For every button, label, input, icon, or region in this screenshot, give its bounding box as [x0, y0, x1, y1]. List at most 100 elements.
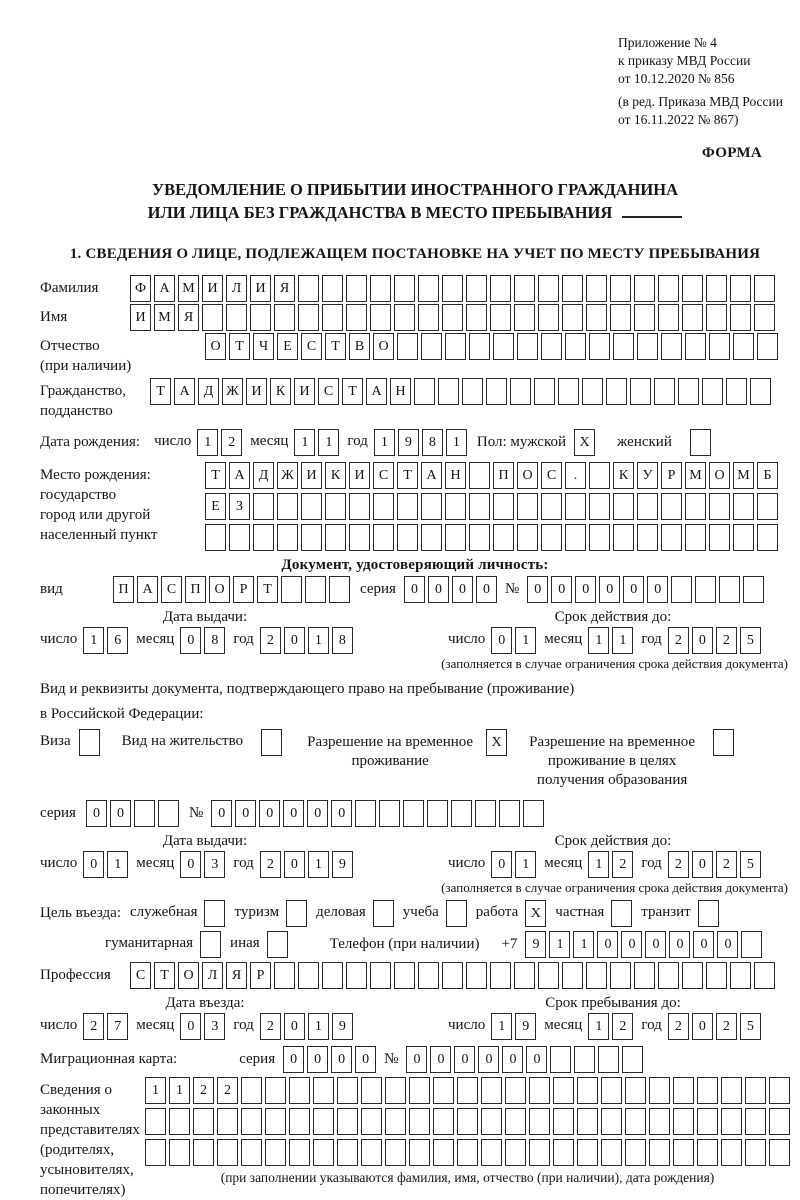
char-cell[interactable]	[538, 962, 559, 990]
char-cell[interactable]: П	[113, 576, 134, 604]
char-cell[interactable]: X	[486, 729, 508, 757]
char-cell[interactable]	[337, 1077, 358, 1105]
char-cell[interactable]	[661, 493, 682, 521]
char-cell[interactable]	[418, 304, 439, 332]
char-cell[interactable]: 1	[169, 1077, 190, 1105]
char-cell[interactable]: А	[154, 275, 175, 303]
char-cell[interactable]	[601, 1077, 622, 1105]
char-cell[interactable]	[514, 962, 535, 990]
char-cell[interactable]: 0	[307, 800, 329, 828]
char-cell[interactable]	[574, 1046, 596, 1074]
char-cell[interactable]: К	[613, 462, 634, 490]
char-cell[interactable]: 0	[454, 1046, 476, 1074]
char-cell[interactable]: К	[270, 378, 291, 406]
char-cell[interactable]	[750, 378, 771, 406]
char-cell[interactable]	[719, 576, 741, 604]
char-cell[interactable]: С	[318, 378, 339, 406]
char-cell[interactable]: Р	[250, 962, 271, 990]
char-cell[interactable]	[481, 1139, 502, 1167]
char-cell[interactable]	[517, 524, 538, 552]
char-cell[interactable]: 2	[259, 1013, 281, 1041]
char-cell[interactable]: 0	[597, 931, 619, 959]
char-cell[interactable]	[726, 378, 747, 406]
char-cell[interactable]	[589, 462, 610, 490]
char-cell[interactable]: 2	[667, 851, 689, 879]
char-cell[interactable]: 2	[259, 627, 281, 655]
char-cell[interactable]	[370, 962, 391, 990]
char-cell[interactable]: Т	[257, 576, 278, 604]
char-cell[interactable]	[634, 275, 655, 303]
char-cell[interactable]	[277, 524, 298, 552]
char-cell[interactable]: 0	[180, 851, 202, 879]
char-cell[interactable]: 2	[667, 1013, 689, 1041]
char-cell[interactable]	[490, 962, 511, 990]
char-cell[interactable]: 5	[739, 1013, 761, 1041]
char-cell[interactable]	[403, 800, 425, 828]
char-cell[interactable]: 3	[204, 1013, 226, 1041]
char-cell[interactable]	[733, 333, 754, 361]
char-cell[interactable]	[372, 900, 394, 928]
char-cell[interactable]	[730, 275, 751, 303]
char-cell[interactable]	[499, 800, 521, 828]
char-cell[interactable]: 2	[715, 1013, 737, 1041]
char-cell[interactable]	[586, 304, 607, 332]
char-cell[interactable]	[673, 1108, 694, 1136]
char-cell[interactable]: С	[541, 462, 562, 490]
char-cell[interactable]: 0	[551, 576, 573, 604]
char-cell[interactable]	[529, 1108, 550, 1136]
char-cell[interactable]: 6	[107, 627, 129, 655]
char-cell[interactable]	[769, 1077, 790, 1105]
char-cell[interactable]	[274, 962, 295, 990]
char-cell[interactable]	[553, 1139, 574, 1167]
char-cell[interactable]: И	[250, 275, 271, 303]
char-cell[interactable]	[517, 333, 538, 361]
char-cell[interactable]	[289, 1077, 310, 1105]
char-cell[interactable]	[697, 1139, 718, 1167]
char-cell[interactable]: 1	[588, 851, 610, 879]
char-cell[interactable]: 0	[85, 800, 107, 828]
char-cell[interactable]: М	[685, 462, 706, 490]
char-cell[interactable]: 9	[515, 1013, 537, 1041]
char-cell[interactable]: 1	[573, 931, 595, 959]
char-cell[interactable]	[337, 1139, 358, 1167]
char-cell[interactable]: И	[202, 275, 223, 303]
char-cell[interactable]	[274, 304, 295, 332]
char-cell[interactable]	[329, 576, 350, 604]
char-cell[interactable]: X	[574, 429, 596, 457]
char-cell[interactable]	[397, 333, 418, 361]
char-cell[interactable]	[661, 333, 682, 361]
char-cell[interactable]: Я	[274, 275, 295, 303]
char-cell[interactable]	[253, 493, 274, 521]
char-cell[interactable]	[538, 304, 559, 332]
char-cell[interactable]	[637, 333, 658, 361]
char-cell[interactable]	[469, 462, 490, 490]
char-cell[interactable]	[226, 304, 247, 332]
char-cell[interactable]: 1	[294, 429, 316, 457]
char-cell[interactable]: 0	[109, 800, 131, 828]
char-cell[interactable]	[610, 304, 631, 332]
char-cell[interactable]: 9	[397, 429, 419, 457]
char-cell[interactable]	[409, 1108, 430, 1136]
char-cell[interactable]: 1	[515, 627, 537, 655]
char-cell[interactable]: 8	[331, 627, 353, 655]
char-cell[interactable]	[313, 1108, 334, 1136]
char-cell[interactable]	[241, 1108, 262, 1136]
char-cell[interactable]	[301, 524, 322, 552]
char-cell[interactable]: Р	[233, 576, 254, 604]
char-cell[interactable]	[442, 304, 463, 332]
char-cell[interactable]	[523, 800, 545, 828]
char-cell[interactable]	[702, 378, 723, 406]
char-cell[interactable]	[322, 275, 343, 303]
char-cell[interactable]	[394, 304, 415, 332]
char-cell[interactable]	[266, 931, 288, 959]
char-cell[interactable]	[469, 333, 490, 361]
char-cell[interactable]	[457, 1077, 478, 1105]
char-cell[interactable]: 0	[599, 576, 621, 604]
char-cell[interactable]	[529, 1139, 550, 1167]
char-cell[interactable]	[505, 1108, 526, 1136]
char-cell[interactable]: 2	[612, 1013, 634, 1041]
char-cell[interactable]	[577, 1077, 598, 1105]
char-cell[interactable]	[658, 962, 679, 990]
char-cell[interactable]	[451, 800, 473, 828]
char-cell[interactable]: Я	[178, 304, 199, 332]
